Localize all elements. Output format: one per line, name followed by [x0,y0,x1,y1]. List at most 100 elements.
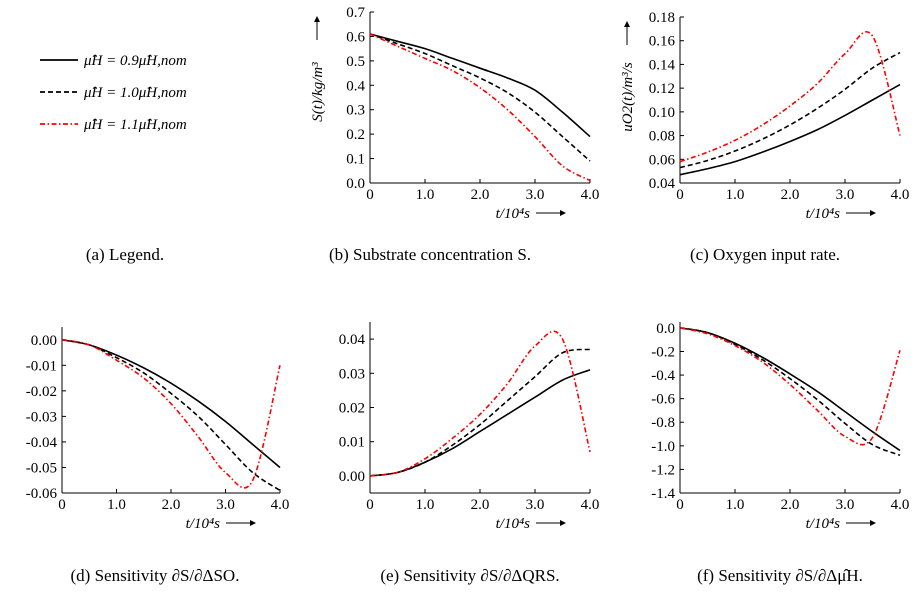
y-tick-label: 0.4 [346,78,365,94]
y-tick-label: -0.05 [26,460,57,476]
x-axis-arrowhead [560,210,566,216]
y-tick-label: -0.4 [651,368,675,384]
series-line-1 [369,369,591,477]
x-tick-label: 1.0 [416,187,435,203]
series-line-3 [369,33,591,182]
series-line-3 [679,327,901,446]
chart-sensitivity-so: 0 1.0 2.0 3.0 4.0 0.00 -0.01 -0.02 -0.03 -0.04 -0.… [26,327,290,532]
x-axis-label: t/10⁴s [806,206,841,222]
series-line-3 [61,338,281,489]
x-tick-label: 3.0 [216,497,235,513]
y-tick-label: 0.16 [649,34,676,50]
y-tick-label: 0.00 [339,469,365,485]
series-line-2 [369,348,591,477]
series-line-1 [679,327,901,452]
x-axis-label: t/10⁴s [186,516,221,532]
chart-oxygen-input-rate: 0 1.0 2.0 3.0 4.0 0.04 0.06 0.08 0.10 0.12 0.14 0.1… [620,10,909,222]
x-axis-arrowhead [870,210,876,216]
series-line-3 [369,330,591,477]
caption-sensitivity-qrs: (e) Sensitivity ∂S/∂ΔQRS. [380,566,560,585]
y-tick-label: 0.04 [649,176,676,192]
x-tick-label: 4.0 [271,497,290,513]
x-tick-label: 3.0 [836,497,855,513]
x-tick-label: 0 [366,497,374,513]
caption-legend: (a) Legend. [85,245,165,264]
x-tick-label: 0 [676,497,684,513]
series-line-3 [679,31,901,163]
x-tick-label: 2.0 [471,497,490,513]
series-line-2 [679,327,901,457]
x-tick-label: 4.0 [581,497,600,513]
x-tick-label: 1.0 [726,187,745,203]
x-tick-label: 1.0 [416,497,435,513]
x-axis-arrowhead [560,520,566,526]
y-tick-label: -0.2 [651,344,675,360]
caption-sensitivity-so: (d) Sensitivity ∂S/∂ΔSO. [70,566,240,585]
y-tick-label: 0.0 [656,321,675,337]
caption-substrate: (b) Substrate concentration S. [328,245,532,264]
series-line-1 [679,83,901,176]
y-tick-label: -1.4 [651,486,675,502]
caption-sensitivity-muh: (f) Sensitivity ∂S/∂Δμ̂H. [697,566,863,585]
y-tick-label: -0.02 [26,384,57,400]
y-tick-label: 0.04 [339,332,366,348]
y-tick-label: 0.7 [346,5,365,21]
y-tick-label: 0.03 [339,366,365,382]
chart-sensitivity-qrs: 0 1.0 2.0 3.0 4.0 0.00 0.01 0.02 0.03 0.04 t/10⁴s [339,322,600,532]
x-tick-label: 4.0 [581,187,600,203]
y-tick-label: 0.3 [346,103,365,119]
series-line-2 [679,51,901,169]
series-line-1 [369,33,591,138]
caption-oxygen: (c) Oxygen input rate. [689,245,841,264]
x-axis-arrowhead [870,520,876,526]
y-tick-label: 0.2 [346,127,365,143]
y-axis-arrowhead [314,16,320,22]
y-tick-label: 0.6 [346,29,365,45]
y-axis-arrowhead [624,21,630,27]
legend: μ̂H = 0.9μ̂H,nom μ̂H = 1.0μ̂H,nom μ̂H = 1.… [40,53,187,133]
y-axis-label: uO2(t)/m³/s [620,62,636,132]
y-tick-label: 0.14 [649,57,676,73]
y-tick-label: 0.06 [649,152,676,168]
y-tick-label: 0.10 [649,105,675,121]
x-axis-label: t/10⁴s [806,516,841,532]
y-axis-label-group: uO2(t)/m³/s [620,21,636,132]
y-tick-label: 0.5 [346,54,365,70]
y-tick-label: 0.1 [346,152,365,168]
legend-label-3: μ̂H = 1.1μ̂H,nom [83,117,187,133]
y-tick-label: 0.08 [649,129,675,145]
y-tick-label: -0.03 [26,409,57,425]
x-tick-label: 0 [58,497,66,513]
y-tick-label: 0.0 [346,176,365,192]
y-tick-label: 0.02 [339,401,365,417]
y-axis-label: S(t)/kg/m³ [310,62,326,122]
y-tick-label: 0.12 [649,81,675,97]
x-axis-arrowhead [250,520,256,526]
x-tick-label: 0 [676,187,684,203]
x-tick-label: 2.0 [781,497,800,513]
x-tick-label: 0 [366,187,374,203]
series-line-2 [61,338,281,492]
x-tick-label: 4.0 [891,497,910,513]
x-tick-label: 2.0 [162,497,181,513]
y-tick-label: -0.04 [26,435,58,451]
y-axis-label-group: S(t)/kg/m³ [310,16,326,122]
y-tick-label: -0.8 [651,415,675,431]
y-tick-label: 0.18 [649,10,675,26]
x-tick-label: 4.0 [891,187,910,203]
series-line-2 [369,33,591,162]
x-tick-label: 2.0 [781,187,800,203]
x-tick-label: 3.0 [836,187,855,203]
y-tick-label: 0.00 [31,333,57,349]
x-axis-label: t/10⁴s [496,516,531,532]
y-tick-label: -1.2 [651,462,675,478]
legend-label-1: μ̂H = 0.9μ̂H,nom [83,53,187,69]
y-tick-label: -0.06 [26,486,58,502]
y-tick-label: -1.0 [651,439,675,455]
x-tick-label: 3.0 [526,187,545,203]
x-tick-label: 2.0 [471,187,490,203]
y-tick-label: -0.6 [651,392,675,408]
x-tick-label: 3.0 [526,497,545,513]
legend-label-2: μ̂H = 1.0μ̂H,nom [83,85,187,101]
